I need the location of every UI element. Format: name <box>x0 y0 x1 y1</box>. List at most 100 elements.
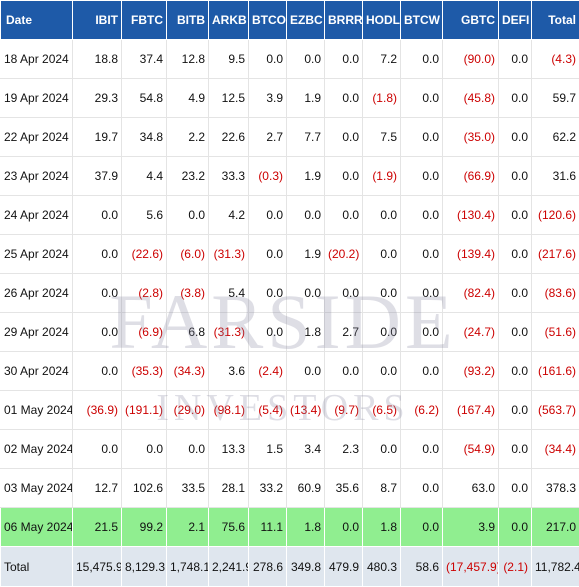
cell-btcw: 0.0 <box>401 118 443 157</box>
column-header-gbtc[interactable]: GBTC <box>443 1 499 40</box>
cell-total: (34.4) <box>532 430 579 469</box>
cell-ibit: 0.0 <box>73 430 122 469</box>
column-header-ezbc[interactable]: EZBC <box>287 1 325 40</box>
cell-date: 29 Apr 2024 <box>1 313 73 352</box>
cell-date: 19 Apr 2024 <box>1 79 73 118</box>
cell-hodl: 0.0 <box>363 313 401 352</box>
cell-bitb: 0.0 <box>167 430 209 469</box>
cell-hodl: 0.0 <box>363 430 401 469</box>
column-header-hodl[interactable]: HODL <box>363 1 401 40</box>
cell-hodl: 0.0 <box>363 235 401 274</box>
cell-btcw: 58.6 <box>401 547 443 587</box>
cell-gbtc: (54.9) <box>443 430 499 469</box>
cell-hodl: 7.5 <box>363 118 401 157</box>
cell-fbtc: 5.6 <box>122 196 167 235</box>
cell-ezbc: 60.9 <box>287 469 325 508</box>
column-header-btco[interactable]: BTCO <box>249 1 287 40</box>
cell-brrr: 0.0 <box>325 352 363 391</box>
cell-ezbc: (13.4) <box>287 391 325 430</box>
cell-gbtc: (35.0) <box>443 118 499 157</box>
cell-btco: 0.0 <box>249 313 287 352</box>
cell-ibit: (36.9) <box>73 391 122 430</box>
cell-hodl: 1.8 <box>363 508 401 547</box>
cell-ezbc: 1.8 <box>287 313 325 352</box>
cell-brrr: 2.3 <box>325 430 363 469</box>
cell-gbtc: 3.9 <box>443 508 499 547</box>
cell-gbtc: (167.4) <box>443 391 499 430</box>
cell-btcw: 0.0 <box>401 313 443 352</box>
cell-defi: 0.0 <box>499 40 532 79</box>
column-header-bitb[interactable]: BITB <box>167 1 209 40</box>
column-header-brrr[interactable]: BRRR <box>325 1 363 40</box>
cell-total: (83.6) <box>532 274 579 313</box>
cell-ezbc: 7.7 <box>287 118 325 157</box>
cell-ezbc: 0.0 <box>287 196 325 235</box>
cell-fbtc: (6.9) <box>122 313 167 352</box>
cell-ibit: 0.0 <box>73 313 122 352</box>
cell-arkb: 33.3 <box>209 157 249 196</box>
column-header-total[interactable]: Total <box>532 1 579 40</box>
cell-btco: 278.6 <box>249 547 287 587</box>
cell-date: 26 Apr 2024 <box>1 274 73 313</box>
cell-ezbc: 0.0 <box>287 352 325 391</box>
cell-date: 25 Apr 2024 <box>1 235 73 274</box>
cell-fbtc: 4.4 <box>122 157 167 196</box>
column-header-btcw[interactable]: BTCW <box>401 1 443 40</box>
cell-bitb: (6.0) <box>167 235 209 274</box>
cell-fbtc: 0.0 <box>122 430 167 469</box>
cell-defi: 0.0 <box>499 430 532 469</box>
cell-date: Total <box>1 547 73 587</box>
cell-defi: 0.0 <box>499 508 532 547</box>
column-header-arkb[interactable]: ARKB <box>209 1 249 40</box>
cell-arkb: 5.4 <box>209 274 249 313</box>
cell-brrr: 479.9 <box>325 547 363 587</box>
cell-fbtc: 34.8 <box>122 118 167 157</box>
cell-bitb: (34.3) <box>167 352 209 391</box>
cell-ezbc: 1.9 <box>287 157 325 196</box>
cell-arkb: (98.1) <box>209 391 249 430</box>
cell-brrr: 0.0 <box>325 79 363 118</box>
cell-total: 378.3 <box>532 469 579 508</box>
cell-brrr: 0.0 <box>325 118 363 157</box>
cell-fbtc: (22.6) <box>122 235 167 274</box>
cell-fbtc: 54.8 <box>122 79 167 118</box>
cell-brrr: 2.7 <box>325 313 363 352</box>
cell-btco: 33.2 <box>249 469 287 508</box>
cell-fbtc: (35.3) <box>122 352 167 391</box>
cell-defi: 0.0 <box>499 274 532 313</box>
cell-brrr: 0.0 <box>325 40 363 79</box>
column-header-ibit[interactable]: IBIT <box>73 1 122 40</box>
cell-arkb: 75.6 <box>209 508 249 547</box>
cell-ibit: 21.5 <box>73 508 122 547</box>
cell-bitb: 1,748.1 <box>167 547 209 587</box>
cell-gbtc: (93.2) <box>443 352 499 391</box>
cell-date: 01 May 2024 <box>1 391 73 430</box>
cell-gbtc: (66.9) <box>443 157 499 196</box>
cell-btcw: 0.0 <box>401 235 443 274</box>
cell-btco: 1.5 <box>249 430 287 469</box>
cell-fbtc: 99.2 <box>122 508 167 547</box>
cell-arkb: 13.3 <box>209 430 249 469</box>
cell-ibit: 29.3 <box>73 79 122 118</box>
cell-ezbc: 0.0 <box>287 40 325 79</box>
cell-brrr: 0.0 <box>325 508 363 547</box>
column-header-date[interactable]: Date <box>1 1 73 40</box>
cell-hodl: (6.5) <box>363 391 401 430</box>
column-header-defi[interactable]: DEFI <box>499 1 532 40</box>
cell-brrr: 0.0 <box>325 274 363 313</box>
cell-btcw: 0.0 <box>401 157 443 196</box>
cell-gbtc: (139.4) <box>443 235 499 274</box>
cell-bitb: (29.0) <box>167 391 209 430</box>
cell-total: 59.7 <box>532 79 579 118</box>
column-header-fbtc[interactable]: FBTC <box>122 1 167 40</box>
cell-arkb: 28.1 <box>209 469 249 508</box>
cell-btco: 0.0 <box>249 235 287 274</box>
cell-fbtc: 37.4 <box>122 40 167 79</box>
